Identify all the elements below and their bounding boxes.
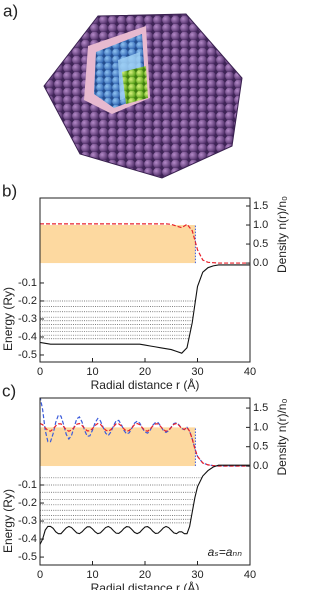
figure: a) 0 10 20 30 40 -0.1 -0.2 -0.3 -0.4 -0.5 0.0 0.5 1.… xyxy=(1,1,289,590)
x-tick-label: 30 xyxy=(191,569,203,581)
y-tick-label: -0.3 xyxy=(18,313,37,325)
y-tick-label: -0.1 xyxy=(18,277,37,289)
y2-tick-label: 0.0 xyxy=(253,460,268,472)
plot-frame xyxy=(39,197,251,363)
background-density xyxy=(40,225,196,264)
series-line xyxy=(40,398,250,467)
x-tick-label: 40 xyxy=(244,366,256,378)
annotation: aₛ=aₙₙ xyxy=(208,545,243,559)
x-axis-label: Radial distance r (Å) xyxy=(91,580,200,590)
y2-axis-label: Density n(r)/n₀ xyxy=(275,399,289,476)
series-line xyxy=(40,464,250,545)
x-tick-label: 0 xyxy=(37,569,43,581)
y2-tick-label: 0.5 xyxy=(253,441,268,453)
y-tick-label: -0.2 xyxy=(18,497,37,509)
y-tick-label: -0.5 xyxy=(18,551,37,563)
y-tick-label: -0.4 xyxy=(18,533,37,545)
plot-area xyxy=(40,223,250,354)
y2-tick-label: 1.5 xyxy=(253,200,268,212)
x-tick-label: 40 xyxy=(244,569,256,581)
x-tick-label: 30 xyxy=(191,366,203,378)
y2-tick-label: 0.0 xyxy=(253,257,268,269)
y-tick-label: -0.3 xyxy=(18,515,37,527)
panel-label: b) xyxy=(2,181,17,200)
y-tick-label: -0.2 xyxy=(18,295,37,307)
y-tick-label: -0.4 xyxy=(18,331,37,343)
panel-label: a) xyxy=(3,1,18,20)
plot-frame xyxy=(39,397,251,566)
y2-tick-label: 1.5 xyxy=(253,402,268,414)
x-tick-label: 0 xyxy=(37,366,43,378)
x-tick-label: 20 xyxy=(139,569,151,581)
x-tick-label: 20 xyxy=(139,366,151,378)
x-tick-label: 10 xyxy=(86,569,98,581)
y-axis-label: Energy (Ry) xyxy=(1,489,15,553)
series-line xyxy=(40,264,250,354)
y2-tick-label: 1.0 xyxy=(253,421,268,433)
y-axis-label: Energy (Ry) xyxy=(1,287,15,351)
y2-axis-label: Density n(r)/n₀ xyxy=(275,196,289,273)
series-line xyxy=(40,422,250,467)
plot-area xyxy=(40,398,250,545)
y-tick-label: -0.1 xyxy=(18,479,37,491)
series-line xyxy=(40,223,250,264)
x-tick-label: 10 xyxy=(86,366,98,378)
x-axis-label: Radial distance r (Å) xyxy=(91,377,200,392)
y2-tick-label: 1.0 xyxy=(253,219,268,231)
background-density xyxy=(40,427,196,467)
y-tick-label: -0.5 xyxy=(18,349,37,361)
cluster-image xyxy=(43,13,243,179)
y2-tick-label: 0.5 xyxy=(253,238,268,250)
panel-label: c) xyxy=(2,381,16,400)
